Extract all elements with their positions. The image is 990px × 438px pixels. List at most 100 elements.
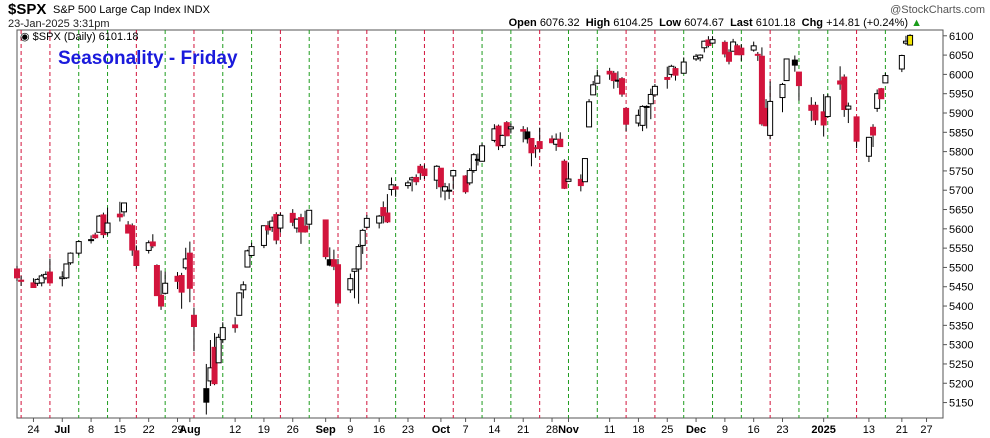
candle-body <box>618 78 625 95</box>
x-tick-label: 15 <box>114 424 126 436</box>
symbol-description: S&P 500 Large Cap Index INDX <box>53 4 210 16</box>
x-tick-label: 16 <box>373 424 385 436</box>
candle-body <box>680 61 687 74</box>
candle-body <box>351 268 358 272</box>
candle-body <box>594 75 601 84</box>
x-tick-label: 14 <box>488 424 500 436</box>
candle-body <box>664 76 671 80</box>
candle <box>404 180 411 189</box>
candle <box>664 66 671 89</box>
x-tick-label: 11 <box>604 424 615 436</box>
candle-body <box>38 275 45 284</box>
candle <box>289 209 296 227</box>
x-tick-label: Dec <box>686 424 706 436</box>
x-tick-label: 28 <box>546 424 558 436</box>
x-tick-label: 9 <box>347 424 353 436</box>
y-tick-label: 5700 <box>949 185 973 197</box>
candle <box>149 234 156 249</box>
candle <box>647 88 654 120</box>
candle-body <box>565 178 572 182</box>
candle <box>244 249 251 268</box>
x-tick-label: 7 <box>463 424 469 436</box>
candle-body <box>215 336 222 364</box>
candle <box>721 40 728 58</box>
candle <box>878 87 885 100</box>
candle <box>145 240 152 254</box>
candle <box>104 207 111 236</box>
candle <box>442 182 449 201</box>
open-label: Open <box>508 17 537 29</box>
candle-body <box>577 178 584 187</box>
candle <box>824 94 831 118</box>
x-tick-label: Sep <box>316 424 336 436</box>
candle <box>874 89 881 112</box>
candle-body <box>46 271 53 284</box>
candle <box>536 127 543 152</box>
y-tick-label: 6050 <box>949 50 973 62</box>
candle <box>355 244 362 304</box>
x-tick-label: 21 <box>517 424 529 436</box>
candle-body <box>651 85 658 96</box>
candle-body <box>133 250 140 267</box>
candle <box>67 252 74 265</box>
candle <box>586 99 593 128</box>
candle <box>779 82 786 113</box>
y-tick-label: 5500 <box>949 262 973 274</box>
candle <box>865 136 872 163</box>
candle <box>232 317 239 333</box>
candle-body <box>721 41 728 55</box>
panel-legend: ◉ $SPX (Daily) 6101.18 <box>20 31 138 43</box>
candle-body <box>330 259 337 267</box>
candle <box>392 184 399 197</box>
candle <box>335 258 342 306</box>
candle <box>709 36 716 44</box>
candle-body <box>240 284 247 291</box>
x-tick-label: 12 <box>229 424 241 436</box>
candle-body <box>153 265 160 297</box>
candle-body <box>88 239 95 242</box>
candle-body <box>470 154 477 172</box>
candle <box>88 235 95 244</box>
candle <box>306 209 313 229</box>
open-value: 6076.32 <box>539 17 580 29</box>
candle-body <box>623 107 630 125</box>
candle <box>351 268 358 299</box>
candle-body <box>462 175 469 193</box>
candle <box>907 34 914 46</box>
candle-body <box>297 217 304 233</box>
candle-body <box>446 189 453 192</box>
candle <box>479 143 486 162</box>
candle <box>845 102 852 124</box>
candle-body <box>791 59 798 66</box>
candle <box>466 168 473 186</box>
candle-body <box>232 324 239 329</box>
candle <box>437 167 444 198</box>
candle-body <box>610 72 617 82</box>
candle-body <box>738 47 745 56</box>
candle <box>606 67 613 80</box>
candle-body <box>647 93 654 105</box>
candle <box>162 271 169 295</box>
candle-body <box>129 225 136 251</box>
chart-title: Seasonality - Friday <box>58 48 238 69</box>
candle <box>322 219 329 260</box>
candle-body <box>878 88 885 100</box>
candle <box>791 55 798 72</box>
y-tick-label: 5200 <box>949 378 973 390</box>
candle-body <box>18 279 25 282</box>
candle-body <box>450 170 457 177</box>
x-tick-label: 8 <box>88 424 94 436</box>
candle <box>158 270 165 310</box>
symbol: $SPX <box>8 1 47 18</box>
x-tick-label: 27 <box>920 424 932 436</box>
candle-body <box>359 229 366 246</box>
candle <box>783 58 790 82</box>
candle <box>190 307 197 352</box>
candle <box>767 81 774 140</box>
candle <box>347 273 354 293</box>
candle-body <box>67 252 74 264</box>
y-tick-label: 6000 <box>949 69 973 81</box>
candle-body <box>442 186 449 192</box>
change-value: +14.81 (+0.24%) <box>826 17 909 29</box>
